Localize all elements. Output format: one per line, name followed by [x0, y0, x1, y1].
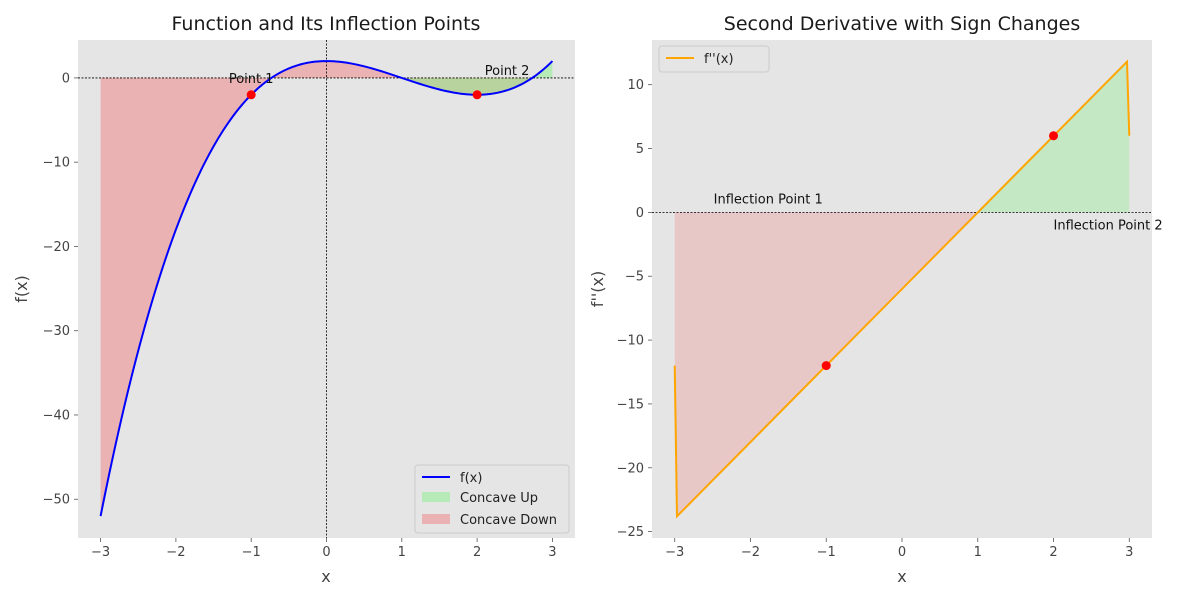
x-ticks-left: −3 −2 −1 0 1 2 3	[91, 538, 557, 560]
legend-label-concave-down: Concave Down	[460, 513, 557, 528]
y-tick-label: −10	[43, 156, 70, 171]
legend-swatch-concave-down	[422, 514, 450, 524]
y-tick-label: 5	[636, 142, 644, 157]
x-tick-label: −2	[741, 545, 760, 560]
x-axis-label-right: x	[897, 567, 906, 586]
legend-left: f(x) Concave Up Concave Down	[414, 464, 570, 534]
inflection-point-1-marker	[821, 361, 831, 371]
y-ticks-left: 0 −10 −20 −30 −40 −50	[43, 71, 78, 508]
inflection-point-1-marker	[246, 90, 256, 100]
inflection-point-2-marker	[1049, 131, 1059, 141]
x-tick-label: −3	[91, 545, 110, 560]
x-ticks-right: −3 −2 −1 0 1 2 3	[665, 538, 1133, 560]
legend-label-concave-up: Concave Up	[460, 491, 538, 506]
legend-label-fx: f(x)	[460, 471, 482, 486]
x-tick-label: 1	[398, 545, 406, 560]
chart-right: Inflection Point 1 Inflection Point 2 −3…	[588, 13, 1163, 586]
x-tick-label: −2	[166, 545, 185, 560]
annotation-point-2: Point 2	[485, 64, 530, 79]
annotation-inflection-point-1: Inflection Point 1	[714, 192, 823, 207]
x-tick-label: 2	[1049, 545, 1057, 560]
y-tick-label: −40	[43, 408, 70, 423]
x-tick-label: −3	[665, 545, 684, 560]
chart-left: Point 1 Point 2 −3 −2 −1 0 1 2 3 0−10−20−30−40…	[12, 13, 575, 586]
y-tick-label: −25	[617, 525, 644, 540]
y-tick-label: −50	[43, 493, 70, 508]
concave-down-fill	[271, 61, 400, 78]
y-tick-label: −20	[43, 240, 70, 255]
legend-box	[658, 45, 770, 73]
legend-box	[414, 464, 570, 534]
y-tick-label: −15	[617, 397, 644, 412]
annotation-point-1: Point 1	[229, 72, 274, 87]
y-tick-label: 0	[62, 71, 70, 86]
concave-up-fill	[403, 77, 532, 95]
y-tick-label: −20	[617, 461, 644, 476]
annotation-inflection-point-2: Inflection Point 2	[1054, 218, 1163, 233]
chart-title-right: Second Derivative with Sign Changes	[724, 13, 1080, 35]
concave-down-fill	[100, 77, 271, 517]
x-axis-label-left: x	[321, 567, 330, 586]
y-tick-label: 10	[627, 78, 644, 93]
y-tick-label: −10	[617, 334, 644, 349]
y-tick-label: −5	[625, 270, 644, 285]
x-tick-label: −1	[817, 545, 836, 560]
x-tick-label: 0	[322, 545, 330, 560]
legend-swatch-concave-up	[422, 492, 450, 502]
chart-title-left: Function and Its Inflection Points	[172, 13, 481, 35]
y-tick-label: 0	[636, 206, 644, 221]
series-line-second-derivative	[673, 59, 1131, 519]
x-tick-label: 3	[548, 545, 556, 560]
x-tick-label: 2	[473, 545, 481, 560]
legend-right: f''(x)	[658, 45, 770, 73]
x-tick-label: 3	[1125, 545, 1133, 560]
inflection-point-2-marker	[472, 90, 482, 100]
legend-label-second-derivative: f''(x)	[704, 52, 734, 67]
y-ticks-right: 10 5 0 −5 −10 −15 −20 −25	[617, 78, 652, 540]
y-axis-label-right: f''(x)	[588, 271, 607, 307]
x-tick-label: −1	[242, 545, 261, 560]
x-tick-label: 0	[898, 545, 906, 560]
x-tick-label: 1	[974, 545, 982, 560]
y-axis-label-left: f(x)	[12, 275, 31, 303]
y-tick-label: −30	[43, 324, 70, 339]
